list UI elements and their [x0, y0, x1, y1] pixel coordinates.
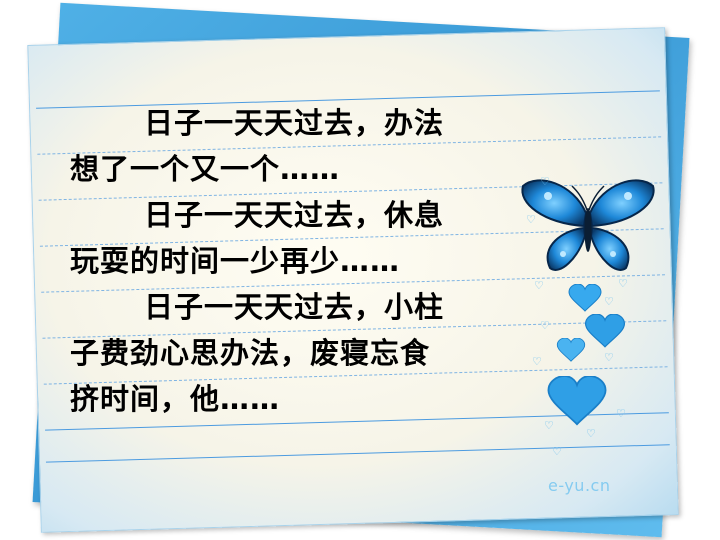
watermark: e-yu.cn	[548, 476, 611, 495]
passage-line: 日子一天天过去，小柱	[144, 290, 445, 324]
heart-icon	[547, 376, 607, 426]
rule-line	[45, 444, 670, 463]
butterfly-icon	[521, 179, 655, 271]
sparkle-icon: ♡	[540, 175, 550, 188]
passage-line: 日子一天天过去，办法	[144, 106, 445, 140]
heart-icon	[568, 284, 602, 312]
sparkle-icon: ♡	[526, 213, 536, 226]
passage-line: 想了一个又一个……	[70, 152, 341, 186]
passage-text: 日子一天天过去，办法 想了一个又一个…… 日子一天天过去，休息 玩耍的时间一少再…	[70, 100, 510, 422]
sparkle-icon: ♡	[540, 319, 550, 332]
sparkle-icon: ♡	[544, 419, 554, 432]
heart-icon	[584, 314, 626, 348]
sparkle-icon: ♡	[604, 295, 614, 308]
sparkle-icon: ♡	[534, 279, 544, 292]
sparkle-icon: ♡	[552, 445, 562, 458]
passage-line: 玩耍的时间一少再少……	[70, 244, 401, 278]
passage-line: 挤时间，他……	[70, 382, 281, 416]
sparkle-icon: ♡	[618, 277, 628, 290]
heart-icon	[556, 338, 586, 362]
sparkle-icon: ♡	[586, 427, 596, 440]
passage-line: 日子一天天过去，休息	[144, 198, 445, 232]
sparkle-icon: ♡	[604, 351, 614, 364]
sparkle-icon: ♡	[616, 407, 626, 420]
sparkle-icon: ♡	[532, 355, 542, 368]
passage-line: 子费劲心思办法，废寝忘食	[70, 336, 431, 370]
